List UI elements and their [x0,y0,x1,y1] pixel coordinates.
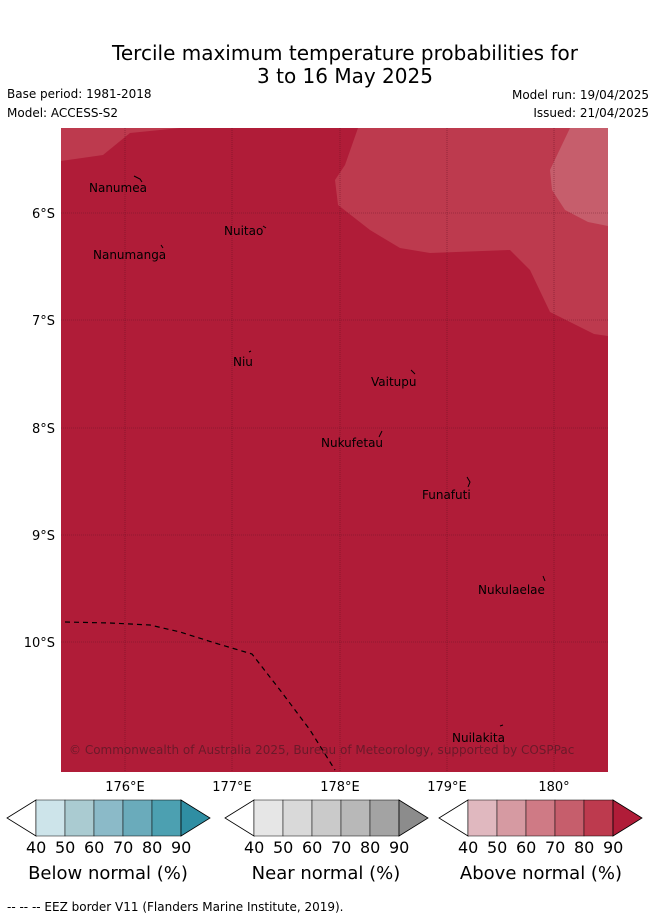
model-name: Model: ACCESS-S2 [7,106,119,120]
copyright-notice: © Commonwealth of Australia 2025, Bureau… [69,743,574,757]
legend-label-near: Near normal (%) [251,863,401,884]
colorbar-tick-label: 40 [458,838,479,857]
title-line-1: Tercile maximum temperature probabilitie… [112,41,578,65]
colorbar-tick-label: 60 [84,838,105,857]
place-vaitupu: Vaitupu [371,375,417,389]
issued-date: Issued: 21/04/2025 [533,106,649,120]
lon-label-176e: 176°E [105,780,145,795]
colorbar-tick-label: 70 [545,838,566,857]
colorbar-segment [253,799,284,837]
colorbar-arrow-high [398,799,429,837]
colorbar-segment [340,799,371,837]
colorbar-segment [554,799,585,837]
place-nanumanga: Nanumanga [93,248,166,262]
colorbar-tick-label: 50 [55,838,76,857]
colorbar-segment [369,799,400,837]
colorbar-below-normal [6,799,211,837]
colorbar-tick-label: 70 [113,838,134,857]
region-far-right [550,128,608,226]
colorbar-segment [583,799,614,837]
legend-label-above: Above normal (%) [459,863,623,884]
colorbar-tick-label: 60 [516,838,537,857]
colorbar-tick-label: 90 [603,838,624,857]
colorbar-arrow-low [224,799,255,837]
region-top-right [335,128,608,336]
colorbar-segment [122,799,153,837]
lat-label-6s: 6°S [32,207,55,222]
lat-label-10s: 10°S [24,636,55,651]
lat-label-8s: 8°S [32,422,55,437]
colorbar-arrow-low [438,799,469,837]
colorbar-segment [151,799,182,837]
colorbar-arrow-high [180,799,211,837]
colorbar-segment [467,799,498,837]
place-nuilakita: Nuilakita [452,731,505,745]
colorbar-tick-label: 50 [487,838,508,857]
colorbar-tick-label: 70 [331,838,352,857]
colorbar-tick-label: 80 [360,838,381,857]
place-nuitao: Nuitao [224,224,263,238]
lon-label-178e: 178°E [320,780,360,795]
base-period: Base period: 1981-2018 [7,87,152,101]
colorbar-tick-label: 90 [389,838,410,857]
colorbar-tick-label: 80 [142,838,163,857]
colorbar-tick-label: 60 [302,838,323,857]
colorbar-tick-label: 50 [273,838,294,857]
lon-label-180: 180° [538,780,569,795]
place-nukulaelae: Nukulaelae [478,583,545,597]
place-nukufetau: Nukufetau [321,436,383,450]
eez-footer-note: -- -- -- EEZ border V11 (Flanders Marine… [7,900,344,914]
colorbar-segment [496,799,527,837]
legend-label-below: Below normal (%) [28,863,188,884]
colorbar-segment [525,799,556,837]
title-line-2: 3 to 16 May 2025 [257,64,433,88]
colorbar-segment [93,799,124,837]
lat-label-7s: 7°S [32,314,55,329]
colorbar-near-normal [224,799,429,837]
gridlines [61,128,608,772]
lon-label-177e: 177°E [212,780,252,795]
place-funafuti: Funafuti [422,488,471,502]
model-run: Model run: 19/04/2025 [511,88,649,102]
colorbar-tick-label: 80 [574,838,595,857]
place-niu: Niu [233,355,253,369]
colorbar-tick-label: 90 [171,838,192,857]
colorbar-tick-label: 40 [26,838,47,857]
eez-border [64,621,336,771]
region-top-left [61,128,180,161]
island-marks [133,175,546,727]
lon-label-179e: 179°E [427,780,467,795]
colorbar-segment [35,799,66,837]
colorbar-segment [64,799,95,837]
colorbar-tick-label: 40 [244,838,265,857]
colorbar-arrow-low [6,799,37,837]
lat-label-9s: 9°S [32,529,55,544]
colorbar-segment [282,799,313,837]
colorbar-above-normal [438,799,643,837]
colorbar-arrow-high [612,799,643,837]
place-nanumea: Nanumea [89,181,147,195]
colorbar-segment [311,799,342,837]
